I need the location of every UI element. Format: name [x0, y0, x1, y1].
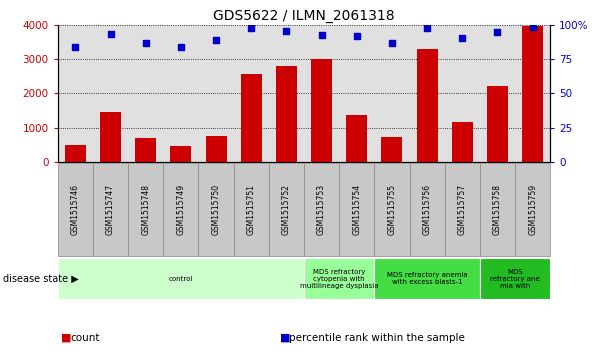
Text: count: count [70, 333, 100, 343]
Bar [381, 137, 402, 162]
Bar [269, 163, 304, 256]
Text: GSM1515748: GSM1515748 [141, 184, 150, 235]
Text: GSM1515756: GSM1515756 [423, 184, 432, 235]
Bar [58, 258, 304, 299]
Text: GSM1515759: GSM1515759 [528, 184, 537, 235]
Bar [58, 163, 93, 256]
Bar [375, 258, 480, 299]
Bar [65, 144, 86, 162]
Text: GDS5622 / ILMN_2061318: GDS5622 / ILMN_2061318 [213, 9, 395, 23]
Text: MDS refractory anemia
with excess blasts-1: MDS refractory anemia with excess blasts… [387, 272, 468, 285]
Bar [304, 163, 339, 256]
Bar [198, 163, 233, 256]
Bar [100, 112, 121, 162]
Point [422, 25, 432, 31]
Bar [241, 74, 262, 162]
Bar [304, 258, 375, 299]
Text: GSM1515751: GSM1515751 [247, 184, 256, 235]
Bar [522, 26, 543, 162]
Point [106, 30, 116, 36]
Bar [346, 115, 367, 162]
Bar [276, 66, 297, 162]
Text: control: control [168, 276, 193, 282]
Point [528, 24, 537, 30]
Bar [135, 138, 156, 162]
Bar [452, 122, 473, 162]
Bar [233, 163, 269, 256]
Text: MDS
refractory ane
mia with: MDS refractory ane mia with [490, 269, 540, 289]
Text: GSM1515755: GSM1515755 [387, 184, 396, 235]
Point [492, 29, 502, 35]
Bar [416, 49, 438, 162]
Text: GSM1515752: GSM1515752 [282, 184, 291, 235]
Bar [311, 59, 332, 162]
Point [71, 44, 80, 50]
Point [352, 33, 362, 39]
Point [211, 37, 221, 43]
Text: GSM1515746: GSM1515746 [71, 184, 80, 235]
Point [246, 25, 256, 31]
Text: GSM1515749: GSM1515749 [176, 184, 185, 235]
Text: GSM1515750: GSM1515750 [212, 184, 221, 235]
Text: percentile rank within the sample: percentile rank within the sample [289, 333, 465, 343]
Bar [164, 163, 198, 256]
Text: GSM1515747: GSM1515747 [106, 184, 115, 235]
Bar [480, 163, 515, 256]
Point [176, 44, 185, 50]
Bar [375, 163, 410, 256]
Point [387, 40, 397, 46]
Bar [128, 163, 164, 256]
Bar [339, 163, 375, 256]
Text: ■: ■ [280, 333, 290, 343]
Point [282, 28, 291, 34]
Text: ■: ■ [61, 333, 71, 343]
Text: GSM1515757: GSM1515757 [458, 184, 467, 235]
Bar [170, 146, 192, 162]
Bar [206, 136, 227, 162]
Bar [515, 163, 550, 256]
Text: MDS refractory
cytopenia with
multilineage dysplasia: MDS refractory cytopenia with multilinea… [300, 269, 378, 289]
Bar [487, 86, 508, 162]
Point [317, 32, 326, 38]
Text: disease state ▶: disease state ▶ [3, 274, 79, 284]
Point [457, 35, 467, 41]
Text: GSM1515753: GSM1515753 [317, 184, 326, 235]
Text: GSM1515754: GSM1515754 [352, 184, 361, 235]
Text: GSM1515758: GSM1515758 [493, 184, 502, 235]
Bar [444, 163, 480, 256]
Bar [93, 163, 128, 256]
Point [141, 40, 151, 46]
Bar [410, 163, 444, 256]
Bar [480, 258, 550, 299]
